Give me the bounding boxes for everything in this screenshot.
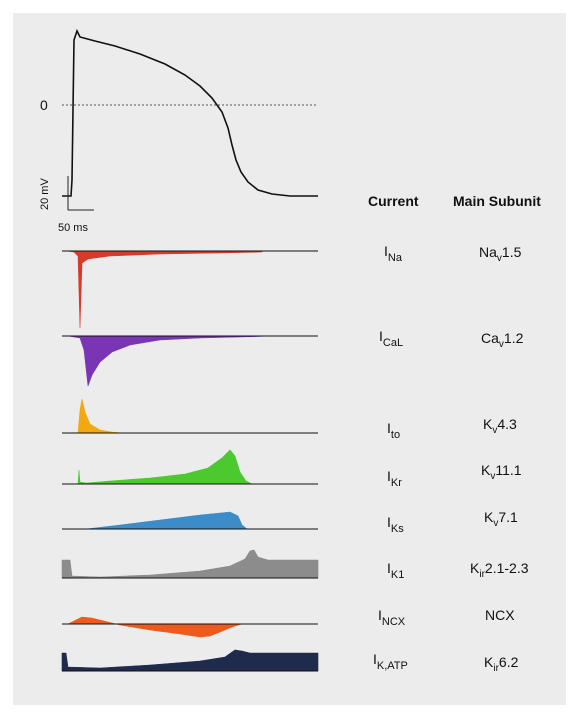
current-label-ito: Ito bbox=[387, 420, 400, 441]
current-label-incx: INCX bbox=[378, 607, 406, 628]
header-main-subunit: Main Subunit bbox=[453, 193, 541, 209]
ina-fill bbox=[65, 250, 263, 329]
trace-ical bbox=[62, 335, 318, 387]
subunit-label-ik1: Kir2.1-2.3 bbox=[470, 560, 529, 580]
voltage-scale-label: 20 mV bbox=[39, 178, 51, 210]
trace-iks bbox=[62, 511, 318, 530]
trace-ina bbox=[62, 250, 318, 329]
trace-incx bbox=[62, 616, 318, 638]
ikatp-fill bbox=[61, 649, 319, 672]
current-label-ikatp: IK,ATP bbox=[373, 651, 408, 672]
header-current: Current bbox=[368, 193, 419, 209]
action-potential-trace bbox=[62, 28, 318, 197]
trace-ito bbox=[62, 398, 318, 434]
zero-voltage-label: 0 bbox=[40, 97, 48, 113]
subunit-label-ikatp: Kir6.2 bbox=[484, 654, 519, 674]
time-scale-label: 50 ms bbox=[58, 222, 88, 234]
action-potential-panel: 0 20 mV 50 ms bbox=[39, 28, 318, 234]
current-label-ikr: IKr bbox=[387, 468, 402, 489]
subunit-label-iks: Kv7.1 bbox=[484, 509, 518, 529]
current-label-ical: ICaL bbox=[379, 328, 403, 349]
ikr-fill bbox=[77, 449, 253, 485]
subunit-label-ical: Cav1.2 bbox=[481, 330, 524, 350]
iks-fill bbox=[85, 511, 248, 530]
current-label-ina: INa bbox=[384, 243, 403, 264]
current-labels: INa ICaL Ito IKr IKs IK1 INCX IK,ATP bbox=[373, 243, 408, 672]
subunit-labels: Nav1.5 Cav1.2 Kv4.3 Kv11.1 Kv7.1 Kir2.1-… bbox=[470, 244, 529, 674]
trace-ikatp bbox=[61, 649, 319, 672]
current-traces bbox=[61, 250, 319, 672]
current-label-iks: IKs bbox=[387, 514, 404, 535]
ical-fill bbox=[67, 335, 273, 387]
figure-background bbox=[13, 13, 566, 705]
subunit-label-ina: Nav1.5 bbox=[479, 244, 522, 264]
subunit-label-ikr: Kv11.1 bbox=[481, 462, 522, 482]
ik1-fill bbox=[61, 549, 319, 579]
subunit-label-ito: Kv4.3 bbox=[483, 416, 517, 436]
incx-fill bbox=[67, 616, 243, 638]
trace-ik1 bbox=[61, 549, 319, 579]
current-label-ik1: IK1 bbox=[387, 560, 404, 581]
trace-ikr bbox=[62, 449, 318, 485]
subunit-label-incx: NCX bbox=[485, 607, 515, 623]
